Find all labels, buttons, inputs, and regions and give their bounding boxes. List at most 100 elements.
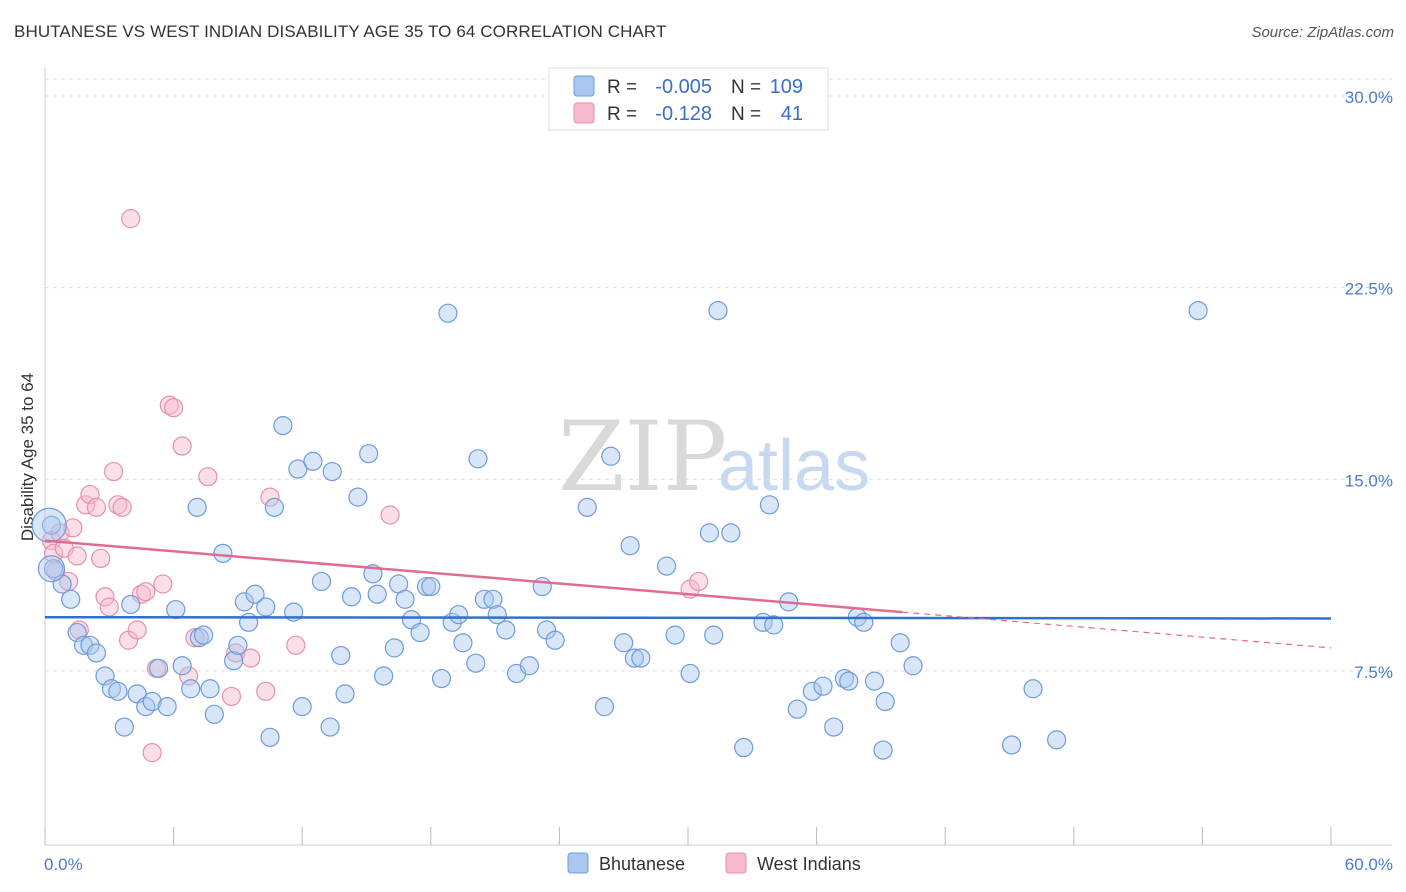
bhutanese-point <box>166 599 186 620</box>
bhutanese-point <box>620 536 640 556</box>
west-indians-point <box>103 461 124 482</box>
bhutanese-point <box>288 459 308 479</box>
west-indians-point <box>198 467 218 487</box>
bhutanese-point <box>234 592 254 612</box>
bhutanese-point <box>449 605 469 625</box>
bhutanese-point <box>121 594 141 615</box>
bhutanese-point <box>311 571 332 592</box>
legend-swatch-west-indians <box>573 102 595 124</box>
legend-n-label-1: N = <box>731 77 761 98</box>
bhutanese-point <box>824 717 844 737</box>
legend-r-label-1: R = <box>607 77 637 98</box>
west-indians-point <box>86 497 107 517</box>
bhutanese-point <box>303 451 323 471</box>
west-indians-point <box>221 686 242 707</box>
bhutanese-point <box>487 605 507 625</box>
bhutanese-point <box>224 651 244 671</box>
correlation-legend: R = -0.005 N = 109 R = -0.128 N = 41 <box>548 67 829 131</box>
bhutanese-point <box>721 523 741 543</box>
bhutanese-point <box>348 487 368 507</box>
watermark-atlas: atlas <box>718 426 870 506</box>
bhutanese-point <box>624 648 645 668</box>
west-indians-point <box>226 643 246 663</box>
bhutanese-point <box>601 446 621 466</box>
bhutanese-point <box>813 676 833 696</box>
west-indians-point <box>142 743 162 763</box>
bhutanese-point <box>839 671 859 691</box>
west-indians-point <box>121 209 141 229</box>
bhutanese-point <box>802 681 822 701</box>
bhutanese-point <box>239 612 259 632</box>
bhutanese-point <box>136 697 156 717</box>
bhutanese-point <box>172 656 192 676</box>
bhutanese-point <box>142 691 162 712</box>
y-axis-label: Disability Age 35 to 64 <box>18 373 37 541</box>
bhutanese-point <box>273 415 293 436</box>
west-indians-point <box>380 505 400 525</box>
legend-n-value-2: 41 <box>781 103 803 125</box>
bhutanese-point <box>187 497 207 517</box>
bhutanese-point <box>61 589 81 609</box>
bhutanese-point <box>331 645 351 666</box>
bhutanese-point <box>43 559 64 579</box>
bhutanese-point <box>519 656 539 676</box>
bhutanese-point <box>157 697 177 717</box>
bhutanese-point <box>41 515 62 535</box>
west-indians-point <box>256 681 276 701</box>
bhutanese-point <box>213 543 233 563</box>
watermark-zip: ZIP <box>558 401 727 513</box>
bhutanese-point <box>322 461 342 482</box>
bhutanese-point <box>496 620 516 640</box>
bhutanese-point <box>734 737 754 758</box>
bhutanese-point <box>114 717 134 737</box>
legend-r-value-2: -0.128 <box>655 103 712 125</box>
bhutanese-point <box>204 704 224 724</box>
bhutanese-point <box>532 576 552 597</box>
y-tick-label: 15.0% <box>1345 471 1393 490</box>
bhutanese-point <box>80 635 100 655</box>
y-tick-label: 7.5% <box>1354 663 1393 682</box>
axes <box>44 68 1392 846</box>
bhutanese-point <box>410 622 430 643</box>
y-tick-label: 22.5% <box>1345 280 1393 299</box>
bhutanese-point <box>764 615 784 635</box>
west-indians-point <box>136 582 156 602</box>
x-axis-ticks <box>44 827 1332 845</box>
bhutanese-point <box>890 633 910 653</box>
legend-swatch-bhutanese <box>573 75 595 97</box>
y-tick-label: 30.0% <box>1345 88 1393 107</box>
bottom-legend-swatch-west-indians <box>725 852 747 874</box>
bhutanese-point <box>699 523 720 543</box>
bhutanese-point <box>1188 301 1208 321</box>
bhutanese-point <box>1023 679 1043 699</box>
bhutanese-point <box>875 691 895 712</box>
bhutanese-point <box>108 681 128 701</box>
legend-n-value-1: 109 <box>770 76 803 98</box>
west-indians-point <box>260 487 280 507</box>
legend-r-label-2: R = <box>607 104 637 125</box>
bhutanese-point <box>431 668 452 689</box>
bhutanese-point <box>264 497 284 517</box>
bhutanese-point-cluster <box>37 555 66 583</box>
bottom-legend-label-west-indians: West Indians <box>757 854 861 874</box>
bhutanese-point <box>873 740 893 760</box>
bhutanese-point <box>148 658 169 678</box>
bhutanese-point <box>483 589 503 609</box>
watermark: ZIP atlas <box>558 401 870 513</box>
west-indians-point <box>127 620 147 640</box>
bhutanese-point <box>260 727 280 747</box>
bhutanese-point <box>181 679 201 699</box>
west-indians-point <box>689 571 709 592</box>
west-indians-point <box>286 635 306 655</box>
bhutanese-point <box>594 697 615 717</box>
bhutanese-point <box>759 495 780 515</box>
bhutanese-point <box>704 625 724 645</box>
series-bhutanese <box>31 301 1208 760</box>
bhutanese-point <box>194 625 214 645</box>
bhutanese-point <box>1002 735 1022 755</box>
bhutanese-point <box>787 699 807 719</box>
bottom-legend-label-bhutanese: Bhutanese <box>599 854 685 874</box>
legend-n-label-2: N = <box>731 104 761 125</box>
bhutanese-point <box>577 497 597 517</box>
